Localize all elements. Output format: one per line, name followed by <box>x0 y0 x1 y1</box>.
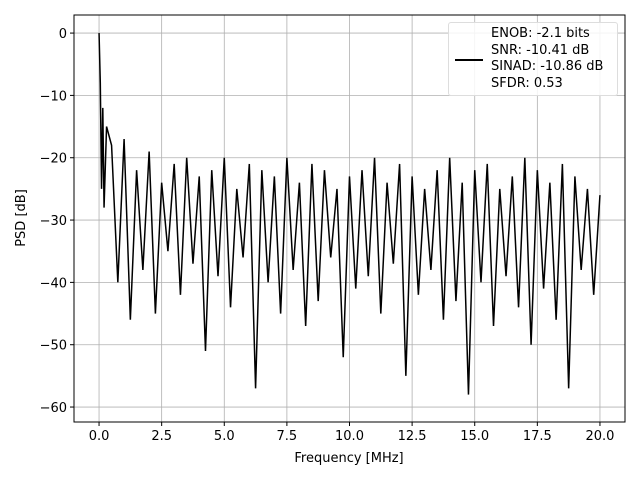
legend: ENOB: -2.1 bits SNR: -10.41 dB SINAD: -1… <box>448 22 618 96</box>
y-tick-label: −20 <box>40 152 67 167</box>
x-tick-label: 17.5 <box>523 429 552 444</box>
y-tick-label: 0 <box>59 27 67 42</box>
x-tick-label: 15.0 <box>460 429 489 444</box>
y-tick-label: −10 <box>40 89 67 104</box>
legend-label: ENOB: -2.1 bits SNR: -10.41 dB SINAD: -1… <box>491 26 604 91</box>
x-axis-label: Frequency [MHz] <box>294 451 403 466</box>
y-tick-label: −40 <box>40 276 67 291</box>
x-tick-label: 5.0 <box>214 429 235 444</box>
x-tick-label: 2.5 <box>151 429 172 444</box>
x-tick-label: 0.0 <box>89 429 110 444</box>
line <box>98 33 601 395</box>
y-tick-label: −30 <box>40 214 67 229</box>
x-tick-label: 20.0 <box>585 429 614 444</box>
y-tick-label: −50 <box>40 339 67 354</box>
x-tick-label: 10.0 <box>335 429 364 444</box>
x-tick-label: 12.5 <box>398 429 427 444</box>
legend-swatch <box>455 59 483 61</box>
plot-frame <box>73 14 626 423</box>
y-tick-label: −60 <box>40 401 67 416</box>
x-tick-label: 7.5 <box>277 429 298 444</box>
y-axis-label: PSD [dB] <box>14 189 29 247</box>
